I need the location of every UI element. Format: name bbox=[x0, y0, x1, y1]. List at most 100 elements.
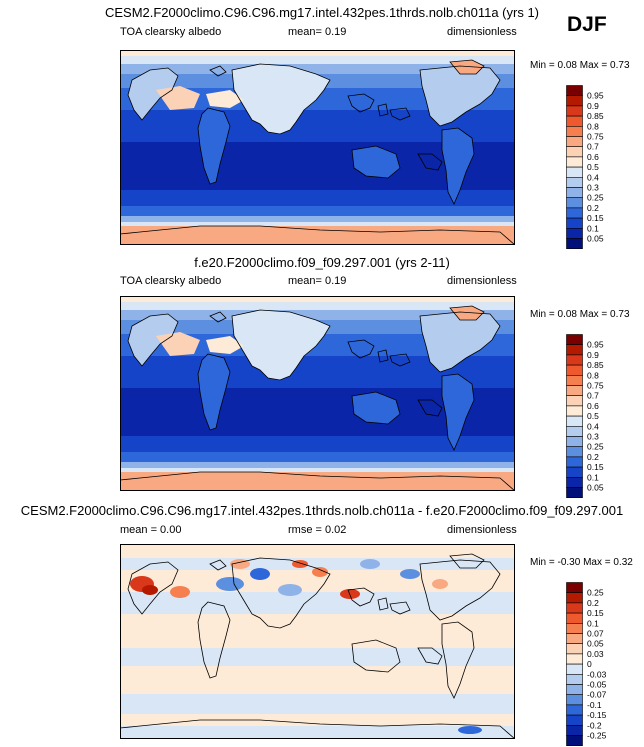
panel3-map-frame bbox=[120, 544, 515, 739]
panel1-colorbar-label: 0.3 bbox=[587, 183, 599, 193]
panel3-colorbar-box bbox=[566, 735, 583, 746]
panel2-coastline bbox=[351, 391, 401, 425]
panel2-colorbar-box bbox=[566, 436, 583, 447]
panel3-colorbar-label: 0.05 bbox=[587, 639, 604, 649]
panel2-coastline bbox=[441, 373, 475, 451]
panel3-colorbar-box bbox=[566, 602, 583, 614]
panel1-field-region bbox=[420, 66, 500, 126]
panel1-coastline bbox=[120, 225, 515, 245]
panel3-field-band bbox=[120, 714, 515, 726]
panel1-coastline bbox=[419, 65, 501, 127]
panel1-field-region bbox=[442, 128, 474, 204]
panel3-colorbar-label: -0.05 bbox=[587, 680, 607, 690]
panel2-colorbar-svg: 0.950.90.850.80.750.70.60.50.40.30.250.2… bbox=[566, 334, 604, 498]
panel1-colorbar-box bbox=[566, 217, 583, 229]
panel1-colorbar-box bbox=[566, 146, 583, 158]
panel3-coastline bbox=[347, 587, 375, 607]
panel3-field-band bbox=[120, 614, 515, 648]
panel3-colorbar-label: 0.1 bbox=[587, 618, 599, 628]
panel3-coastline bbox=[417, 647, 443, 665]
panel1-title: CESM2.F2000climo.C96.C96.mg17.intel.432p… bbox=[104, 5, 540, 20]
panel3-colorbar-box bbox=[566, 714, 583, 726]
panel1-mean-label: mean= 0.19 bbox=[288, 26, 347, 38]
panel1-coastline bbox=[377, 103, 389, 117]
panel3-colorbar-label: -0.15 bbox=[587, 710, 607, 720]
panel1-coastline bbox=[209, 65, 227, 77]
panel2-coastline bbox=[197, 353, 231, 431]
panel2-field-band bbox=[120, 462, 515, 468]
panel1-colorbar-box bbox=[566, 95, 583, 107]
panel1-colorbar-box bbox=[566, 105, 583, 117]
panel1-coastline bbox=[347, 93, 375, 113]
panel3-colorbar-label: -0.25 bbox=[587, 731, 607, 741]
panel1-colorbar-label: 0.75 bbox=[587, 132, 604, 142]
panel1-colorbar-label: 0.1 bbox=[587, 223, 599, 233]
panel3-colorbar-label: 0 bbox=[587, 659, 592, 669]
panel1-colorbar-label: 0.15 bbox=[587, 213, 604, 223]
panel2-map-frame bbox=[120, 296, 515, 491]
panel1-colorbar-box bbox=[566, 238, 583, 249]
panel3-colorbar-box bbox=[566, 704, 583, 716]
panel2-coastline bbox=[419, 311, 501, 373]
panel3-map bbox=[120, 544, 515, 739]
panel3-field-band bbox=[120, 694, 515, 714]
panel3-diff-blob bbox=[170, 586, 190, 598]
panel1-field-region bbox=[156, 86, 200, 110]
panel3-title: CESM2.F2000climo.C96.C96.mg17.intel.432p… bbox=[20, 503, 624, 518]
panel1-field-band bbox=[120, 190, 515, 206]
panel2-colorbar-label: 0.9 bbox=[587, 350, 599, 360]
panel3-coastline bbox=[449, 553, 485, 569]
panel3-colorbar: 0.25 0.2 0.15 0.1 0.07 0.05 0.03 0 -0.03 -0.05 -0.… bbox=[566, 582, 607, 747]
panel2-colorbar-box bbox=[566, 487, 583, 498]
panel2-colorbar-box bbox=[566, 446, 583, 458]
panel1-colorbar-label: 0.5 bbox=[587, 162, 599, 172]
panel3-diff-blob bbox=[278, 584, 302, 596]
panel2-colorbar-label: 0.1 bbox=[587, 472, 599, 482]
panel3-colorbar-label: -0.2 bbox=[587, 720, 602, 730]
panel3-field-band bbox=[120, 544, 515, 558]
panel1-map-frame bbox=[120, 50, 515, 245]
panel3-coastline bbox=[351, 639, 401, 673]
panel3-field-band bbox=[120, 592, 515, 614]
panel1-coastline bbox=[417, 153, 443, 171]
panel1-colorbar-box bbox=[566, 228, 583, 239]
panel2-colorbar-label: 0.85 bbox=[587, 360, 604, 370]
panel1-colorbar-box bbox=[566, 197, 583, 209]
panel3-colorbar-label: 0.07 bbox=[587, 629, 604, 639]
panel2-colorbar-label: 0.4 bbox=[587, 421, 599, 431]
panel1-colorbar-label: 0.25 bbox=[587, 193, 604, 203]
panel3-units-label: dimensionless bbox=[447, 524, 517, 536]
panel1-field-region bbox=[232, 64, 330, 134]
panel2-colorbar-label: 0.7 bbox=[587, 391, 599, 401]
panel1-colorbar-box bbox=[566, 125, 583, 137]
panel2-coastline bbox=[231, 309, 331, 381]
panel3-diff-blob bbox=[216, 577, 244, 591]
season-label: DJF bbox=[567, 13, 607, 36]
panel2-colorbar-box bbox=[566, 374, 583, 386]
panel1-coastline bbox=[389, 107, 411, 121]
panel3-diff-blob bbox=[360, 559, 380, 569]
panel2-map-svg bbox=[120, 296, 515, 491]
panel2-mean-label: mean= 0.19 bbox=[288, 275, 347, 287]
panel3-colorbar-box bbox=[566, 592, 583, 604]
panel1-colorbar-label: 0.4 bbox=[587, 172, 599, 182]
panel1-variable-label: TOA clearsky albedo bbox=[120, 26, 222, 38]
panel2-field-region bbox=[156, 332, 200, 356]
panel3-field-band bbox=[120, 666, 515, 694]
panel1-colorbar-label: 0.2 bbox=[587, 203, 599, 213]
panel3-colorbar-box bbox=[566, 643, 583, 655]
panel3-diff-blob bbox=[312, 567, 328, 577]
panel1-colorbar: 0.95 0.9 0.85 0.8 0.75 0.7 0.6 0.5 0.4 0.3 0.25 0.2… bbox=[566, 85, 604, 250]
panel2-colorbar-label: 0.15 bbox=[587, 462, 604, 472]
panel2-field-region bbox=[442, 374, 474, 450]
panel3-colorbar-label: 0.03 bbox=[587, 649, 604, 659]
panel1-field-region bbox=[206, 90, 244, 108]
panel2-colorbar-box bbox=[566, 344, 583, 356]
panel2-field-region bbox=[450, 306, 484, 320]
panel1-colorbar-label: 0.9 bbox=[587, 101, 599, 111]
panel3-colorbar-box bbox=[566, 633, 583, 644]
panel3-colorbar-box bbox=[566, 684, 583, 695]
panel3-colorbar-box bbox=[566, 694, 583, 706]
panel1-colorbar-box bbox=[566, 207, 583, 219]
panel3-field-band bbox=[120, 648, 515, 666]
